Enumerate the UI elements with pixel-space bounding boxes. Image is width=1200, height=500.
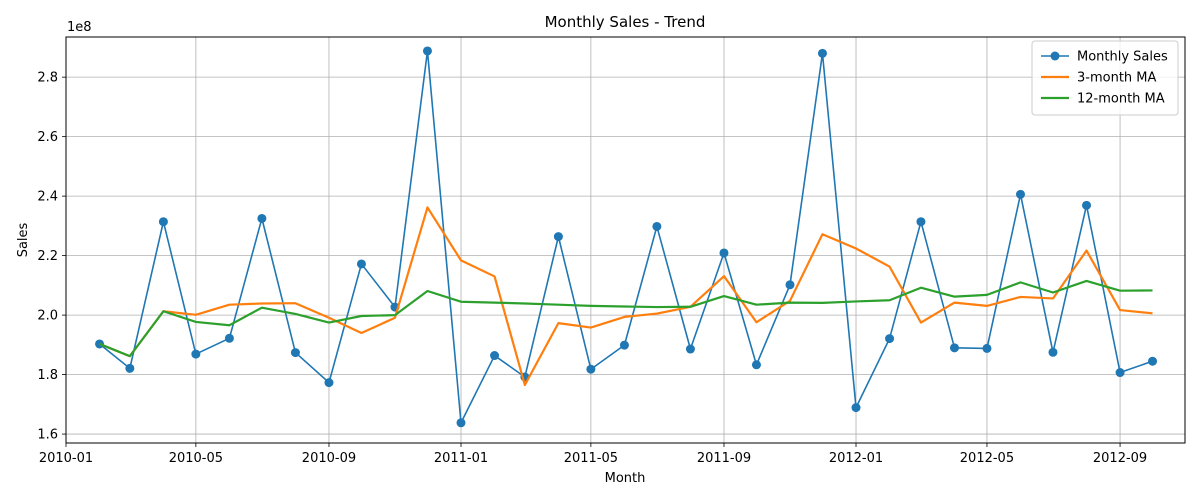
data-point: [652, 221, 662, 231]
data-point: [1115, 368, 1125, 378]
x-axis: 2010-01 2010-05 2010-09 2011-01 2011-05 2011-…: [39, 443, 1147, 466]
series-line-12-month-ma: [99, 279, 1153, 358]
data-point: [885, 334, 895, 344]
data-point: [257, 213, 267, 223]
data-point: [324, 378, 334, 388]
data-point: [490, 351, 500, 361]
data-point: [224, 333, 234, 343]
y-tick-label: 2.4: [37, 190, 58, 205]
data-point: [456, 418, 466, 428]
legend-box: [1031, 40, 1179, 116]
legend: Monthly Sales 3-month MA 12-month MA: [1031, 40, 1179, 116]
y-tick-label: 1.8: [37, 368, 58, 383]
y-axis-label: Sales: [16, 222, 31, 257]
legend-label: 3-month MA: [1077, 71, 1157, 86]
data-point: [685, 344, 695, 354]
data-point: [125, 363, 135, 373]
data-point: [586, 364, 596, 374]
data-point: [290, 348, 300, 358]
x-tick-label: 2010-09: [302, 451, 356, 466]
data-point: [553, 232, 563, 242]
data-point: [158, 217, 168, 227]
x-tick-label: 2012-01: [829, 451, 883, 466]
y-axis: 1.6 1.8 2.0 2.2 2.4 2.6 2.8: [37, 71, 66, 443]
y-tick-label: 2.2: [37, 249, 58, 264]
grid: [65, 37, 1185, 443]
x-tick-label: 2012-05: [960, 451, 1014, 466]
y-axis-multiplier: 1e8: [67, 20, 92, 35]
legend-label: 12-month MA: [1077, 92, 1165, 107]
legend-marker: [1050, 51, 1060, 61]
x-axis-label: Month: [605, 471, 646, 486]
x-tick-label: 2010-05: [169, 451, 223, 466]
data-point: [356, 259, 366, 269]
data-point: [751, 360, 761, 370]
x-tick-label: 2011-05: [564, 451, 618, 466]
chart-title: Monthly Sales - Trend: [545, 13, 706, 31]
data-point: [785, 280, 795, 290]
series-line-3-month-ma: [99, 206, 1153, 387]
x-tick-label: 2011-09: [697, 451, 751, 466]
data-point: [1016, 189, 1025, 199]
data-point: [916, 217, 926, 227]
plot-frame: [65, 36, 1186, 444]
y-tick-label: 2.8: [37, 71, 58, 86]
series-group: [95, 46, 1158, 428]
data-point: [982, 343, 992, 353]
x-tick-label: 2010-01: [39, 451, 93, 466]
legend-label: Monthly Sales: [1077, 50, 1168, 65]
y-tick-label: 2.0: [37, 309, 58, 324]
data-point: [619, 340, 629, 350]
data-point: [191, 349, 201, 359]
x-tick-label: 2011-01: [434, 451, 488, 466]
data-point: [422, 46, 432, 56]
data-point: [719, 248, 729, 258]
y-tick-label: 1.6: [37, 428, 58, 443]
data-point: [851, 403, 861, 413]
data-point: [1148, 356, 1158, 366]
data-point: [1048, 347, 1058, 357]
data-point: [949, 343, 959, 353]
data-point: [1082, 200, 1092, 210]
x-tick-label: 2012-09: [1093, 451, 1147, 466]
y-tick-label: 2.6: [37, 130, 58, 145]
data-point: [817, 48, 827, 58]
